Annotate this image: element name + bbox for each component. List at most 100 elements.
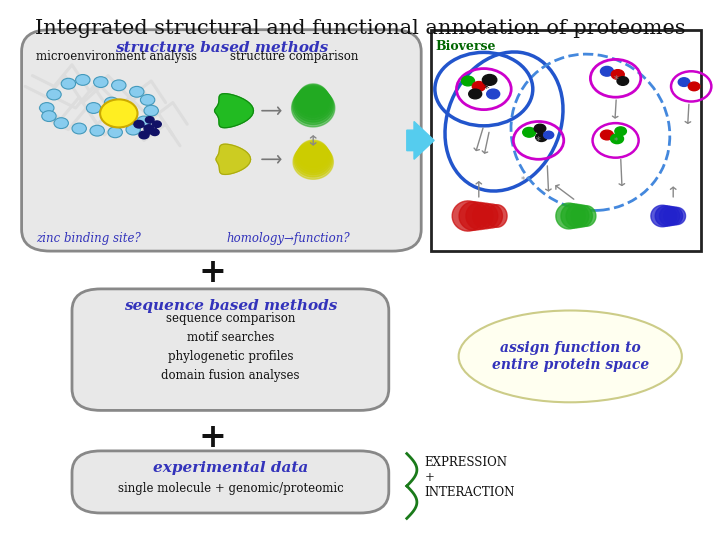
Bar	[431, 30, 701, 251]
Circle shape	[134, 120, 144, 128]
Polygon shape	[452, 201, 484, 231]
Polygon shape	[294, 144, 333, 177]
Text: sequence based methods: sequence based methods	[124, 299, 337, 313]
Polygon shape	[293, 145, 333, 179]
Polygon shape	[216, 144, 251, 174]
Circle shape	[678, 78, 690, 86]
Circle shape	[611, 70, 624, 79]
Polygon shape	[473, 203, 498, 229]
Text: zinc binding site?: zinc binding site?	[36, 232, 140, 245]
Text: *: *	[483, 84, 489, 93]
Polygon shape	[296, 86, 330, 117]
Text: microenvironment analysis: microenvironment analysis	[36, 50, 197, 63]
Polygon shape	[292, 89, 335, 127]
Polygon shape	[295, 143, 331, 174]
Polygon shape	[215, 93, 253, 128]
Text: assign function to
entire protein space: assign function to entire protein space	[492, 341, 649, 372]
Circle shape	[137, 116, 151, 127]
Circle shape	[47, 89, 61, 100]
Circle shape	[600, 130, 613, 140]
Text: +: +	[199, 421, 226, 454]
Circle shape	[100, 99, 138, 127]
Circle shape	[145, 117, 154, 123]
Polygon shape	[664, 207, 683, 225]
Circle shape	[523, 127, 536, 137]
Text: *: *	[521, 177, 525, 185]
Polygon shape	[296, 142, 330, 172]
Circle shape	[76, 75, 90, 85]
Polygon shape	[480, 204, 503, 228]
Polygon shape	[297, 141, 329, 170]
Circle shape	[139, 131, 149, 139]
Polygon shape	[487, 205, 507, 227]
Circle shape	[144, 125, 154, 132]
FancyArrow shape	[407, 122, 434, 159]
Circle shape	[600, 66, 613, 76]
Text: *: *	[614, 137, 618, 146]
Circle shape	[54, 118, 68, 129]
Circle shape	[487, 89, 500, 99]
Circle shape	[86, 103, 101, 113]
Text: structure based methods: structure based methods	[114, 40, 328, 55]
Circle shape	[472, 82, 485, 91]
Polygon shape	[576, 206, 596, 226]
Polygon shape	[298, 140, 328, 168]
Circle shape	[144, 105, 158, 116]
Circle shape	[40, 103, 54, 113]
Circle shape	[617, 77, 629, 85]
Circle shape	[42, 111, 56, 122]
Polygon shape	[651, 205, 674, 227]
Polygon shape	[561, 204, 585, 228]
Circle shape	[482, 75, 497, 85]
Text: structure comparison: structure comparison	[230, 50, 359, 63]
Text: +: +	[199, 256, 226, 289]
Polygon shape	[294, 87, 333, 122]
Polygon shape	[566, 204, 589, 228]
Circle shape	[90, 125, 104, 136]
Text: motif searches: motif searches	[186, 331, 274, 344]
Circle shape	[140, 94, 155, 105]
Polygon shape	[298, 84, 328, 113]
Circle shape	[534, 124, 546, 133]
Circle shape	[544, 131, 554, 139]
Polygon shape	[668, 207, 685, 225]
Circle shape	[462, 76, 474, 86]
Circle shape	[469, 89, 482, 99]
Polygon shape	[571, 205, 593, 227]
FancyBboxPatch shape	[22, 30, 421, 251]
Circle shape	[108, 127, 122, 138]
Text: single molecule + genomic/proteomic: single molecule + genomic/proteomic	[117, 482, 343, 495]
Polygon shape	[556, 203, 582, 229]
Text: *: *	[614, 75, 618, 85]
Text: domain fusion analyses: domain fusion analyses	[161, 369, 300, 382]
Circle shape	[130, 86, 144, 97]
Polygon shape	[295, 86, 331, 120]
FancyBboxPatch shape	[72, 451, 389, 513]
Circle shape	[150, 129, 159, 136]
Text: experimental data: experimental data	[153, 461, 308, 475]
Circle shape	[615, 127, 626, 136]
Circle shape	[611, 134, 624, 144]
Polygon shape	[297, 85, 329, 115]
Circle shape	[72, 123, 86, 134]
Circle shape	[112, 80, 126, 91]
Text: homology→function?: homology→function?	[227, 232, 351, 245]
Text: sequence comparison: sequence comparison	[166, 312, 295, 325]
Circle shape	[688, 82, 700, 91]
Text: EXPRESSION
+
INTERACTION: EXPRESSION + INTERACTION	[425, 456, 516, 500]
Text: phylogenetic profiles: phylogenetic profiles	[168, 350, 293, 363]
Ellipse shape	[459, 310, 682, 402]
FancyBboxPatch shape	[72, 289, 389, 410]
Circle shape	[153, 121, 161, 127]
Circle shape	[126, 124, 140, 135]
Text: Integrated structural and functional annotation of proteomes: Integrated structural and functional ann…	[35, 19, 685, 38]
Text: Bioverse: Bioverse	[436, 40, 496, 53]
Circle shape	[536, 133, 547, 141]
Circle shape	[104, 97, 119, 108]
Polygon shape	[660, 206, 680, 226]
Circle shape	[61, 78, 76, 89]
Polygon shape	[293, 88, 333, 125]
Polygon shape	[655, 206, 677, 226]
Polygon shape	[466, 202, 493, 230]
Text: *: *	[536, 136, 541, 146]
